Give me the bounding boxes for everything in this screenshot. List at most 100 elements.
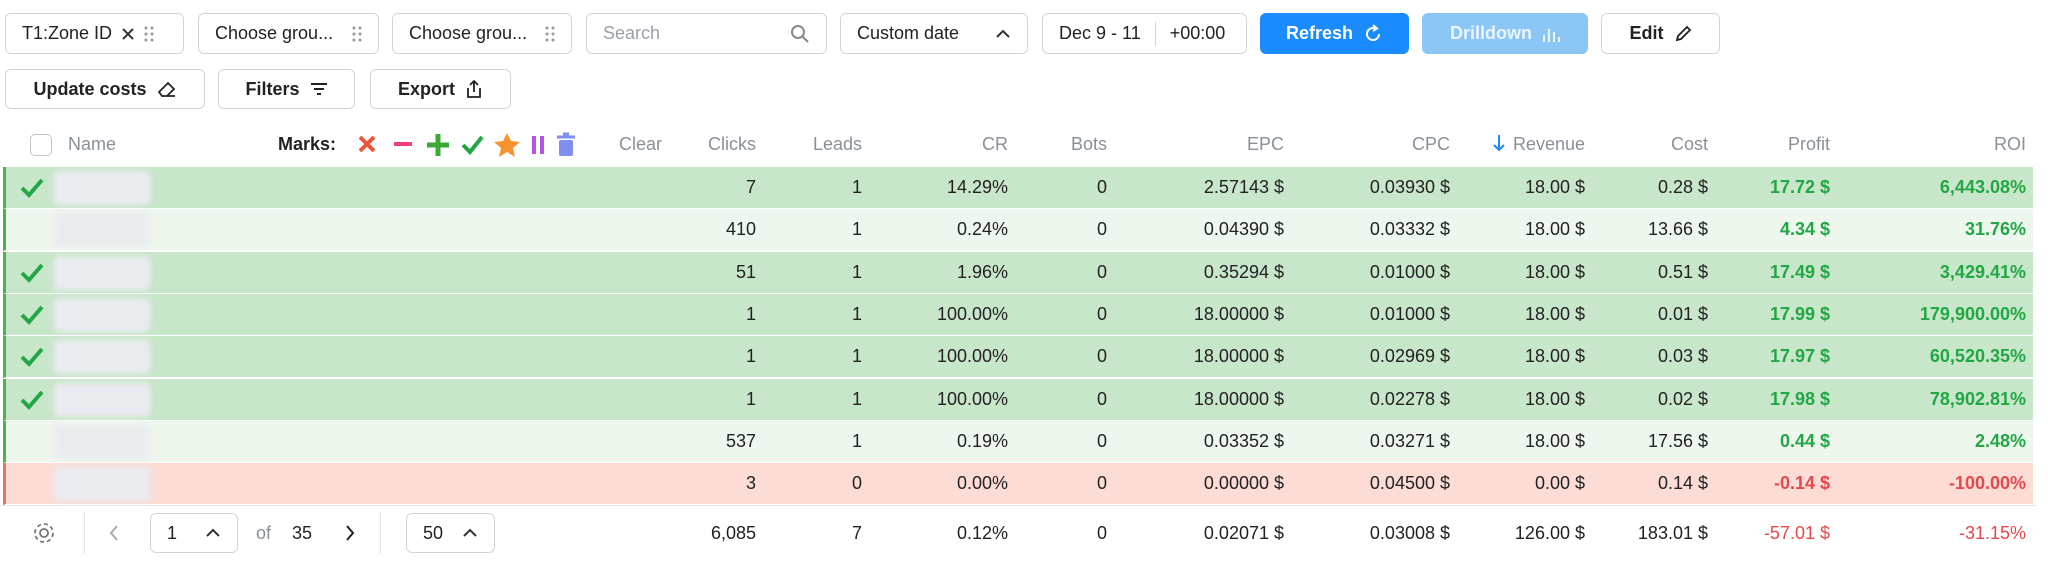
cell: 18.00 $ [1524, 346, 1585, 367]
update-costs-label: Update costs [33, 78, 147, 99]
cell: 1 [851, 177, 862, 197]
column-header[interactable]: CPC [1411, 134, 1450, 154]
total-cell: 126.00 $ [1514, 523, 1585, 543]
mark-plus[interactable] [427, 134, 449, 156]
drilldown-button[interactable]: Drilldown [1422, 13, 1588, 54]
cell: 3,429.41% [1939, 261, 2026, 282]
cell: 18.00000 $ [1193, 388, 1284, 409]
column-header[interactable]: EPC [1246, 134, 1284, 154]
cell: 18.00 $ [1524, 430, 1585, 451]
cell: 1 [745, 303, 756, 324]
settings-icon[interactable] [32, 521, 56, 545]
date-range[interactable]: Dec 9 - 11 +00:00 [1042, 13, 1247, 54]
cell: 100.00% [936, 346, 1008, 367]
cell: 0.03930 $ [1369, 177, 1450, 197]
cell: 0.00% [956, 473, 1008, 494]
filters-label: Filters [245, 78, 300, 99]
cell: 0.24% [956, 219, 1008, 240]
cell: 0 [1096, 261, 1107, 282]
column-header[interactable]: Bots [1070, 134, 1107, 154]
column-header[interactable]: Clicks [708, 134, 756, 154]
edit-button[interactable]: Edit [1601, 13, 1720, 54]
filters-button[interactable]: Filters [218, 69, 355, 109]
share-icon [467, 79, 481, 98]
table-row[interactable]: 7 1 14.29% 0 2.57143 $ 0.03930 $ 18.00 $ 0.28 $… [3, 167, 2033, 209]
table-row[interactable]: 410 1 0.24% 0 0.04390 $ 0.03332 $ 18.00 $ 13.66… [3, 209, 2033, 252]
cell: 31.76% [1964, 219, 2026, 240]
cell: 0 [1096, 430, 1107, 451]
update-costs-button[interactable]: Update costs [5, 69, 205, 109]
cell: 0.03271 $ [1369, 430, 1450, 451]
group-chip[interactable]: T1:Zone ID [5, 13, 184, 54]
column-header[interactable]: Profit [1787, 134, 1830, 154]
cell: 18.00 $ [1524, 303, 1585, 324]
refresh-icon [1366, 23, 1381, 41]
header-name[interactable]: Name [68, 134, 117, 154]
cell: 1 [851, 219, 862, 240]
per-page-select[interactable]: 50 [406, 513, 495, 553]
page-count: 35 [292, 523, 313, 543]
cell: 60,520.35% [1929, 346, 2026, 367]
cell: 0 [851, 473, 862, 494]
cell: 410 [725, 219, 756, 240]
page-number: 1 [167, 522, 178, 543]
eraser-icon [157, 81, 175, 97]
table-row[interactable]: 1 1 100.00% 0 18.00000 $ 0.01000 $ 18.00 $ 0.01… [3, 293, 2033, 336]
total-cell: 0 [1096, 523, 1107, 543]
column-header[interactable]: Cost [1670, 134, 1708, 154]
drilldown-label: Drilldown [1450, 23, 1532, 43]
column-header[interactable]: Revenue [1512, 134, 1585, 154]
cell: 6,443.08% [1939, 177, 2026, 197]
export-button[interactable]: Export [370, 69, 511, 109]
column-header[interactable]: ROI [1993, 134, 2026, 154]
header-clear[interactable]: Clear [619, 134, 663, 154]
mark-pause[interactable] [532, 136, 544, 154]
refresh-button[interactable]: Refresh [1260, 13, 1409, 54]
group-chip[interactable]: Choose grou... [198, 13, 379, 54]
check-mark [20, 305, 44, 325]
cell: 0.35294 $ [1203, 261, 1284, 282]
chart-icon [1543, 28, 1560, 42]
cell: 0.04390 $ [1203, 219, 1284, 240]
column-header[interactable]: Leads [812, 134, 862, 154]
select-all-checkbox[interactable] [30, 134, 52, 156]
drag-icon [144, 26, 154, 41]
cell: 0 [1096, 388, 1107, 409]
chevron-up [996, 29, 1010, 38]
footer-divider [0, 505, 2036, 506]
table-row[interactable]: 537 1 0.19% 0 0.03352 $ 0.03271 $ 18.00 $ 17.56… [3, 420, 2033, 463]
table-row[interactable]: 1 1 100.00% 0 18.00000 $ 0.02278 $ 18.00 $ 0.02… [3, 378, 2033, 421]
next-page[interactable] [344, 524, 356, 542]
date-mode-select[interactable]: Custom date [840, 13, 1028, 54]
mark-check[interactable] [461, 135, 484, 155]
mark-trash[interactable] [557, 132, 575, 156]
search-input[interactable]: Search [586, 13, 827, 54]
sort-arrow [1493, 135, 1505, 152]
cell: 0.14 $ [1657, 473, 1708, 494]
refresh-label: Refresh [1285, 23, 1354, 43]
divider [380, 512, 381, 554]
column-header[interactable]: CR [982, 134, 1008, 154]
check-mark [20, 390, 44, 410]
cell: 0.19% [956, 430, 1008, 451]
date-range-text: Dec 9 - 11 [1059, 23, 1141, 43]
mark-star[interactable] [494, 133, 520, 157]
table-row[interactable]: 1 1 100.00% 0 18.00000 $ 0.02969 $ 18.00 $ 0.03… [3, 336, 2033, 379]
group-chip[interactable]: Choose grou... [392, 13, 572, 54]
prev-page[interactable] [108, 524, 120, 542]
check-mark [20, 347, 44, 368]
cell: 0.02969 $ [1369, 346, 1450, 367]
mark-x[interactable] [358, 135, 376, 153]
cell: 2.57143 $ [1203, 177, 1284, 197]
chevron-up [463, 528, 477, 537]
page-input[interactable]: 1 [150, 513, 238, 553]
cell: 0.01000 $ [1369, 303, 1450, 324]
table-row[interactable]: 51 1 1.96% 0 0.35294 $ 0.01000 $ 18.00 $ 0.51 $… [3, 251, 2033, 294]
of-label: of [256, 523, 272, 543]
search-icon [791, 24, 809, 43]
remove-icon[interactable] [122, 27, 134, 40]
cell: 0.03332 $ [1369, 219, 1450, 240]
cell: 1 [851, 430, 862, 451]
cell: 0.04500 $ [1369, 473, 1450, 494]
table-row[interactable]: 3 0 0.00% 0 0.00000 $ 0.04500 $ 0.00 $ 0.14 $ -0… [3, 463, 2033, 506]
